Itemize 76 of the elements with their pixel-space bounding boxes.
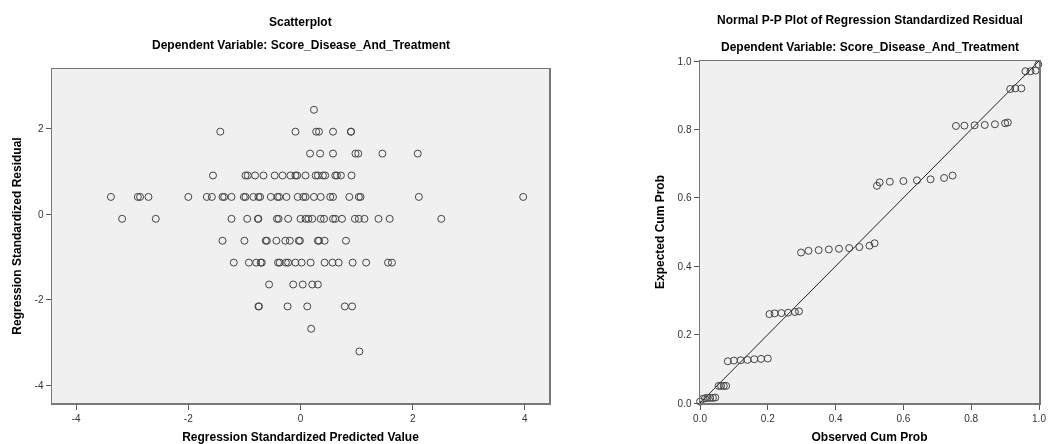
x-tick-label: 1.0 bbox=[1032, 412, 1047, 424]
point bbox=[1021, 67, 1030, 76]
chart-title: Normal P-P Plot of Regression Standardized Residual bbox=[717, 13, 1023, 27]
point bbox=[757, 354, 766, 363]
x-tick-label: 0.8 bbox=[964, 412, 979, 424]
point bbox=[736, 356, 745, 365]
point bbox=[845, 244, 854, 253]
point bbox=[1011, 84, 1020, 93]
x-tick-label: 2 bbox=[409, 412, 416, 424]
point bbox=[743, 355, 752, 364]
point bbox=[1031, 66, 1040, 75]
point bbox=[729, 356, 738, 365]
point bbox=[1034, 60, 1043, 69]
point bbox=[951, 121, 960, 130]
point bbox=[804, 246, 813, 255]
y-tick-label: 0 bbox=[37, 208, 44, 220]
point bbox=[990, 120, 999, 129]
point bbox=[1026, 67, 1035, 76]
point bbox=[899, 177, 908, 186]
point bbox=[970, 121, 979, 130]
chart-subtitle: Dependent Variable: Score_Disease_And_Treatment bbox=[721, 40, 1020, 54]
point bbox=[980, 120, 989, 129]
point bbox=[1017, 84, 1026, 93]
point bbox=[794, 307, 803, 316]
point bbox=[790, 308, 799, 317]
y-tick-label: 0.6 bbox=[677, 192, 692, 204]
point bbox=[765, 310, 774, 319]
x-tick-label: 0.2 bbox=[760, 412, 776, 424]
point bbox=[875, 178, 884, 187]
point bbox=[711, 393, 720, 402]
x-tick-label: -2 bbox=[183, 412, 194, 424]
point bbox=[797, 248, 806, 257]
point bbox=[763, 354, 772, 363]
x-tick-label: 0.6 bbox=[896, 412, 911, 424]
x-tick-label: 4 bbox=[522, 412, 529, 424]
point bbox=[696, 397, 704, 406]
point bbox=[912, 176, 921, 185]
point bbox=[865, 241, 874, 250]
y-tick-label: 0.2 bbox=[677, 329, 692, 341]
point bbox=[948, 171, 957, 180]
chart-subtitle: Dependent Variable: Score_Disease_And_Treatment bbox=[152, 38, 451, 52]
y-tick-label: 0.0 bbox=[677, 397, 692, 409]
y-tick-label: 1.0 bbox=[677, 55, 692, 67]
point bbox=[872, 181, 881, 190]
point bbox=[777, 309, 786, 318]
y-tick-label: -2 bbox=[34, 294, 44, 306]
x-tick-label: -4 bbox=[71, 412, 81, 424]
point bbox=[750, 355, 759, 364]
point bbox=[784, 308, 793, 317]
point bbox=[770, 309, 779, 318]
x-tick-label: 0.0 bbox=[693, 412, 708, 424]
point bbox=[926, 175, 935, 184]
point bbox=[814, 246, 823, 255]
point bbox=[885, 177, 894, 186]
x-tick-label: 0.4 bbox=[828, 412, 843, 424]
point bbox=[870, 239, 879, 248]
point bbox=[960, 121, 969, 130]
y-axis-title: Regression Standardized Residual bbox=[10, 137, 25, 335]
y-tick-label: 0.4 bbox=[677, 260, 692, 272]
point bbox=[698, 394, 707, 403]
point bbox=[940, 173, 949, 182]
y-axis-title: Expected Cum Prob bbox=[653, 174, 668, 290]
x-axis-title: Regression Standardized Predicted Value bbox=[182, 430, 420, 444]
y-tick-label: 2 bbox=[37, 122, 44, 134]
chart-title: Scatterplot bbox=[269, 15, 332, 29]
y-tick-label: 0.8 bbox=[677, 123, 692, 135]
y-tick-label: -4 bbox=[34, 380, 44, 392]
point bbox=[824, 245, 833, 254]
x-axis-title: Observed Cum Prob bbox=[811, 430, 928, 444]
point bbox=[1006, 85, 1015, 94]
point bbox=[855, 243, 864, 252]
point bbox=[723, 357, 732, 366]
x-tick-label: 0 bbox=[297, 412, 304, 424]
point bbox=[722, 381, 731, 390]
point bbox=[834, 244, 843, 253]
point bbox=[714, 381, 723, 390]
